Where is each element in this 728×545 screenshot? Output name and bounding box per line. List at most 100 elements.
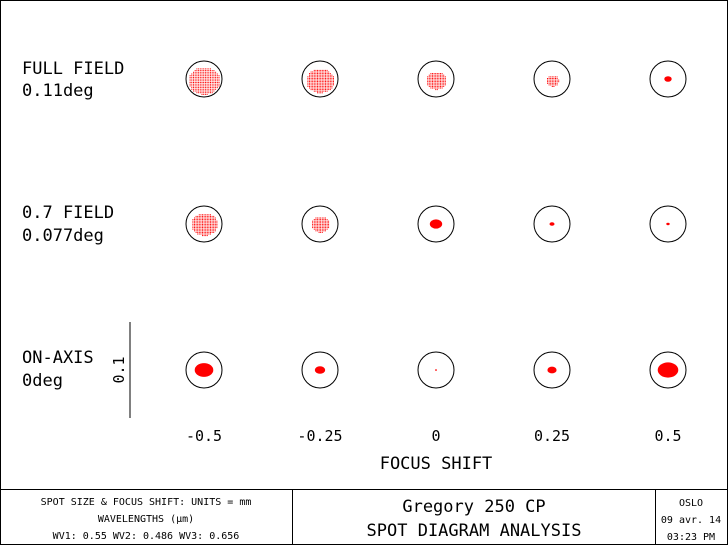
spot-ray-point	[548, 76, 550, 78]
spot-ray-point	[313, 220, 315, 222]
spot-ray-point	[197, 220, 199, 222]
spot-ray-point	[206, 75, 208, 77]
spot-ray-point	[205, 222, 207, 224]
spot-ray-point	[198, 70, 200, 72]
spot-ray-point	[548, 82, 550, 84]
spot-ray-point	[208, 214, 210, 216]
spot-ray-point	[433, 84, 435, 86]
spot-ray-point	[213, 225, 215, 227]
spot-ray-point	[317, 92, 318, 94]
spot-ray-point	[210, 233, 211, 235]
spot-ray-point	[328, 71, 330, 73]
spot-ray-point	[326, 219, 328, 221]
spot-ray-point	[200, 217, 202, 219]
spot-ray-point	[198, 227, 200, 229]
spot-ray-point	[208, 70, 210, 72]
spot-ray-point	[315, 220, 317, 222]
spot-ray-point	[193, 80, 194, 82]
spot-ray-point	[312, 84, 314, 86]
spot-ray-point	[328, 79, 330, 81]
spot-ray-point	[307, 85, 309, 87]
spot-ray-point	[199, 83, 201, 85]
spot-ray-point	[198, 233, 200, 235]
spot-diagram	[185, 351, 223, 389]
spot-ray-point	[316, 225, 318, 227]
spot-ray-point	[326, 73, 328, 75]
spot-ray-point	[432, 87, 433, 89]
spot-ray-point	[199, 76, 201, 78]
spot-ray-point	[211, 75, 213, 77]
spot-diagram	[417, 351, 455, 389]
spot-ray-point	[210, 223, 211, 225]
spot-ray-point	[196, 75, 198, 77]
airy-disk-circle	[417, 60, 455, 98]
spot-ray-point	[325, 81, 326, 83]
spot-ray-point	[329, 81, 331, 83]
spot-ray-point	[556, 82, 558, 84]
spot-ray-point	[203, 70, 205, 72]
spot-ray-point	[315, 84, 317, 86]
spot-ray-point	[215, 88, 217, 90]
spot-ray-point	[210, 222, 211, 224]
spot-ray-point	[315, 85, 317, 87]
spot-ray-point	[318, 76, 320, 78]
spot-ray-point	[432, 79, 433, 81]
spot-ray-point	[326, 69, 328, 71]
spot-ray-point	[328, 74, 330, 76]
spot-ray-point	[194, 223, 195, 225]
spot-ray-point	[321, 76, 323, 78]
spot-ray-point	[203, 233, 205, 235]
spot-ray-point	[195, 220, 197, 222]
spot-ray-point	[312, 77, 314, 79]
spot-ray-point	[200, 215, 202, 217]
spot-ray-point	[210, 71, 211, 73]
footer-software: OSLO	[679, 498, 703, 509]
spot-ray-point	[320, 71, 322, 73]
spot-ray-point	[441, 81, 443, 83]
spot-ray-point	[321, 74, 323, 76]
spot-ray-point	[194, 85, 196, 87]
spot-ray-point	[202, 228, 203, 230]
spot-ray-point	[555, 84, 556, 86]
spot-ray-point	[203, 228, 205, 230]
spot-ray-point	[325, 85, 326, 87]
spot-ray-point	[430, 82, 432, 84]
spot-ray-point	[440, 76, 441, 78]
scale-bar-label: 0.1	[110, 356, 128, 383]
focus-shift-value: 0	[431, 427, 440, 445]
spot-ray-point	[323, 223, 325, 225]
spot-ray-point	[193, 87, 194, 89]
spot-ray-point	[193, 75, 194, 77]
spot-ray-point	[326, 227, 328, 229]
spot-ray-point	[211, 83, 213, 85]
spot-ray-point	[211, 80, 213, 82]
spot-ray-point	[430, 87, 432, 89]
spot-ray-point	[208, 73, 210, 75]
spot-ray-point	[326, 76, 328, 78]
spot-ray-point	[195, 228, 197, 230]
spot-ray-point	[318, 81, 320, 83]
spot-ray-point	[433, 85, 435, 87]
spot-ray-point	[208, 78, 210, 80]
spot-ray-point	[318, 82, 320, 84]
spot-ray-point	[203, 92, 205, 94]
spot-ray-point	[206, 92, 208, 94]
spot-ray-point	[213, 78, 215, 80]
spot-ray-point	[204, 80, 206, 82]
spot-ray-point	[320, 227, 322, 229]
spot-ray-point	[441, 79, 443, 81]
spot-ray-point	[191, 85, 193, 87]
spot-ray-point	[193, 82, 194, 83]
spot-ray-point	[312, 220, 314, 222]
spot-ray-point	[206, 80, 208, 82]
spot-ray-point	[329, 85, 331, 87]
spot-ray-point	[202, 222, 203, 224]
spot-ray-point	[307, 81, 309, 83]
spot-ray-point	[193, 73, 194, 75]
spot-ray-point	[193, 90, 194, 92]
spot-ray-point	[189, 75, 191, 77]
x-axis-label: FOCUS SHIFT	[380, 454, 493, 474]
figure-subtitle: SPOT DIAGRAM ANALYSIS	[367, 521, 582, 541]
spot-ray-point	[206, 90, 208, 92]
spot-ray-point	[215, 71, 217, 73]
